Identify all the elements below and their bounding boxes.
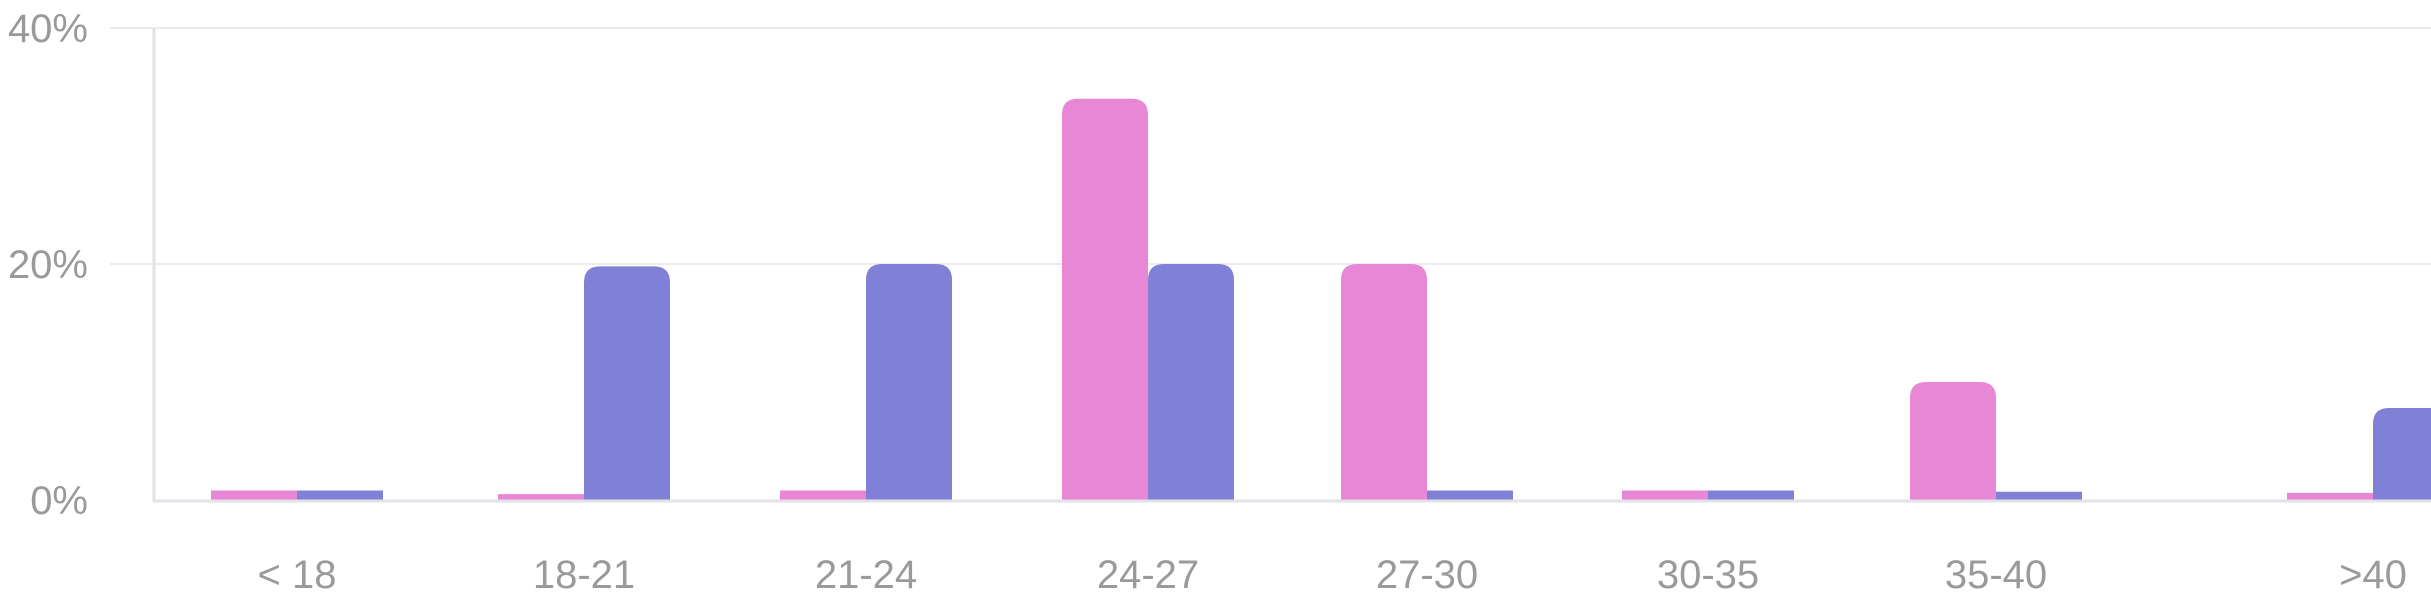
grid-lines	[110, 27, 2431, 265]
x-category-label: 35-40	[1945, 553, 2047, 597]
bar-pink-2	[780, 490, 866, 500]
bar-purple-0	[297, 490, 383, 500]
bar-purple-2	[866, 264, 952, 500]
bar-pink-4	[1341, 264, 1427, 500]
bar-purple-4	[1427, 490, 1513, 500]
y-axis-ticks: 0% 20% 40%	[8, 7, 88, 523]
x-category-label: >40	[2339, 553, 2407, 597]
bar-pink-7	[2287, 492, 2373, 500]
x-category-label: 27-30	[1376, 553, 1478, 597]
bar-purple-6	[1996, 491, 2082, 500]
bar-purple-3	[1148, 264, 1234, 500]
bar-purple-5	[1708, 490, 1794, 500]
x-axis-labels: < 18 18-21 21-24 24-27 27-30 30-35 35-40 >40	[258, 553, 2407, 597]
bar-pink-1	[498, 494, 584, 500]
bar-pink-3	[1062, 98, 1148, 501]
x-category-label: 21-24	[815, 553, 917, 597]
x-category-label: < 18	[258, 553, 337, 597]
bar-pink-5	[1622, 490, 1708, 500]
x-category-label: 30-35	[1657, 553, 1759, 597]
bar-purple-7	[2373, 407, 2431, 500]
y-tick-label: 0%	[30, 479, 88, 523]
y-tick-label: 20%	[8, 243, 88, 287]
bars	[211, 98, 2431, 501]
bar-pink-6	[1910, 382, 1996, 500]
bar-purple-1	[584, 266, 670, 500]
x-category-label: 24-27	[1097, 553, 1199, 597]
bar-pink-0	[211, 490, 297, 500]
y-tick-label: 40%	[8, 7, 88, 51]
x-category-label: 18-21	[533, 553, 635, 597]
